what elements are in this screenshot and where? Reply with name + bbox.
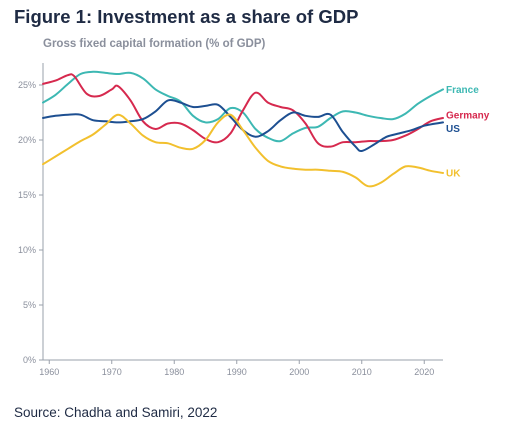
chart-subtitle: Gross fixed capital formation (% of GDP) (43, 38, 266, 50)
figure-title: Figure 1: Investment as a share of GDP (14, 6, 359, 27)
line-chart: 0% 5% 10% 15% 20% 25% 1960 1970 1980 1990 2000 2010… (18, 63, 490, 377)
y-tick-label: 15% (18, 190, 36, 200)
y-tick-label: 20% (18, 135, 36, 145)
series-label-germany: Germany (446, 111, 490, 122)
x-tick-label: 2000 (289, 367, 309, 377)
series-label-us: US (446, 124, 460, 135)
y-tick-label: 10% (18, 245, 36, 255)
x-tick-label: 1970 (102, 367, 122, 377)
series-line-france (42, 70, 444, 143)
x-tick-label: 1960 (39, 367, 59, 377)
x-tick-label: 2010 (352, 367, 372, 377)
series-label-france: France (446, 85, 479, 96)
x-tick-label: 1980 (164, 367, 184, 377)
chart-axes: 0% 5% 10% 15% 20% 25% 1960 1970 1980 1990 2000 2010… (18, 63, 443, 377)
y-tick-label: 5% (23, 300, 36, 310)
y-tick-label: 0% (23, 355, 36, 365)
x-tick-label: 2020 (414, 367, 434, 377)
y-tick-label: 25% (18, 80, 36, 90)
x-tick-label: 1990 (227, 367, 247, 377)
series-label-uk: UK (446, 169, 461, 180)
chart-series-lines (42, 70, 444, 188)
series-line-germany (42, 73, 444, 148)
figure-source: Source: Chadha and Samiri, 2022 (14, 405, 218, 420)
series-line-uk (42, 113, 444, 188)
chart-series-labels: France Germany US UK (446, 85, 490, 180)
